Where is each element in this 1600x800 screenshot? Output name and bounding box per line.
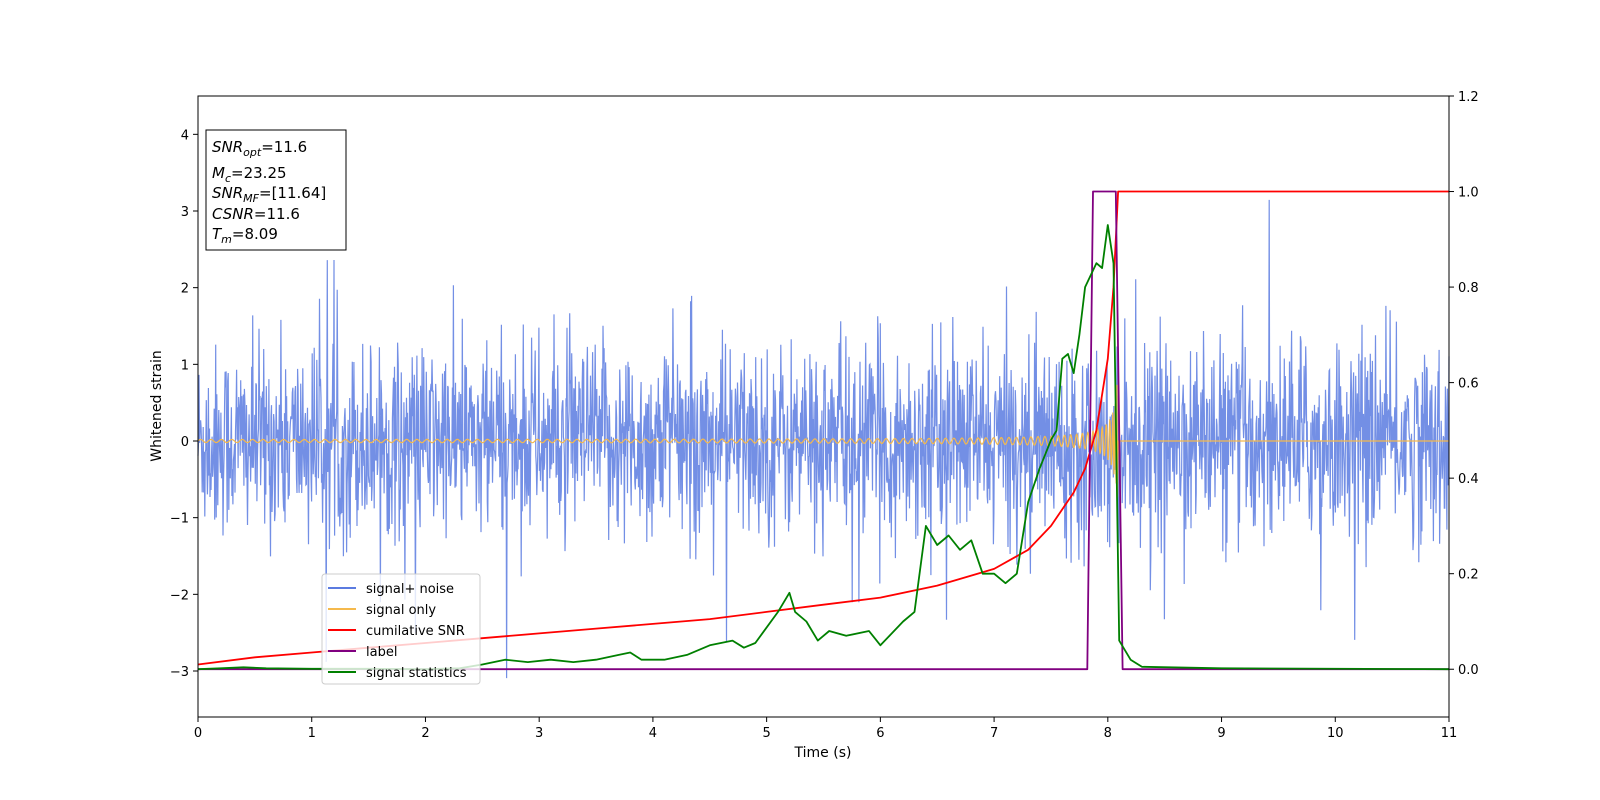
- y-left-tick-label: −1: [170, 512, 189, 527]
- y-right-tick-label: 0.6: [1458, 377, 1479, 392]
- x-tick-label: 4: [649, 726, 657, 741]
- annotation-line: SNRMF=[11.64]: [212, 184, 326, 205]
- y-left-tick-label: 4: [181, 128, 189, 143]
- x-tick-label: 2: [421, 726, 429, 741]
- y-left-tick-label: 2: [181, 282, 189, 297]
- legend-label: signal statistics: [366, 666, 467, 681]
- y-left-tick-label: −2: [170, 588, 189, 603]
- y-right-tick-label: 0.8: [1458, 281, 1479, 296]
- x-tick-label: 5: [762, 726, 770, 741]
- legend-label: signal+ noise: [366, 582, 454, 597]
- y-right-tick-label: 1.0: [1458, 186, 1479, 201]
- y-right-tick-label: 0.0: [1458, 663, 1479, 678]
- x-tick-label: 7: [990, 726, 998, 741]
- series-signal-only-line: [197, 384, 1449, 498]
- x-tick-label: 10: [1327, 726, 1344, 741]
- x-tick-label: 11: [1441, 726, 1458, 741]
- series-signal-statistics-line: [197, 224, 1450, 671]
- x-tick-label: 8: [1104, 726, 1112, 741]
- y-right-tick-label: 0.2: [1458, 568, 1479, 583]
- legend-label: label: [366, 645, 397, 660]
- x-axis-label: Time (s): [794, 745, 852, 761]
- x-tick-label: 3: [535, 726, 543, 741]
- y-right-tick-label: 1.2: [1458, 90, 1479, 105]
- legend-label: signal only: [366, 603, 436, 618]
- x-tick-label: 1: [308, 726, 316, 741]
- y-left-tick-label: 1: [181, 358, 189, 373]
- series-label-line: [198, 190, 1449, 671]
- series-signal-noise-line: [197, 199, 1450, 679]
- axes-frame: [197, 95, 1450, 718]
- y-left-tick-label: 0: [181, 435, 189, 450]
- annotation-line: SNRopt=11.6: [212, 138, 307, 159]
- x-tick-label: 9: [1217, 726, 1225, 741]
- y-axis-right: 0.0 0.2 0.4 0.6 0.8 1.0 1.2: [1449, 90, 1479, 678]
- y-axis-label: Whitened strain: [149, 350, 165, 461]
- annotation-line: CSNR=11.6: [212, 205, 300, 223]
- legend-label: cumilative SNR: [366, 624, 465, 639]
- annotation-box: SNRopt=11.6 Mc=23.25SNRMF=[11.64]CSNR=11.…: [205, 129, 347, 251]
- y-right-tick-label: 0.4: [1458, 472, 1479, 487]
- y-axis-left: −3 −2 −1 0 1 2 3 4: [170, 128, 198, 680]
- annotation-line: Mc=23.25: [212, 164, 287, 185]
- y-left-tick-label: 3: [181, 205, 189, 220]
- y-left-tick-label: −3: [170, 665, 189, 680]
- x-tick-label: 0: [194, 726, 202, 741]
- x-axis: 0 1 2 3 4 5 6 7 8 9 10 11: [194, 717, 1457, 741]
- x-tick-label: 6: [876, 726, 884, 741]
- annotation-line: Tm=8.09: [212, 225, 278, 246]
- legend: signal+ noise signal only cumilative SNR la…: [321, 573, 481, 685]
